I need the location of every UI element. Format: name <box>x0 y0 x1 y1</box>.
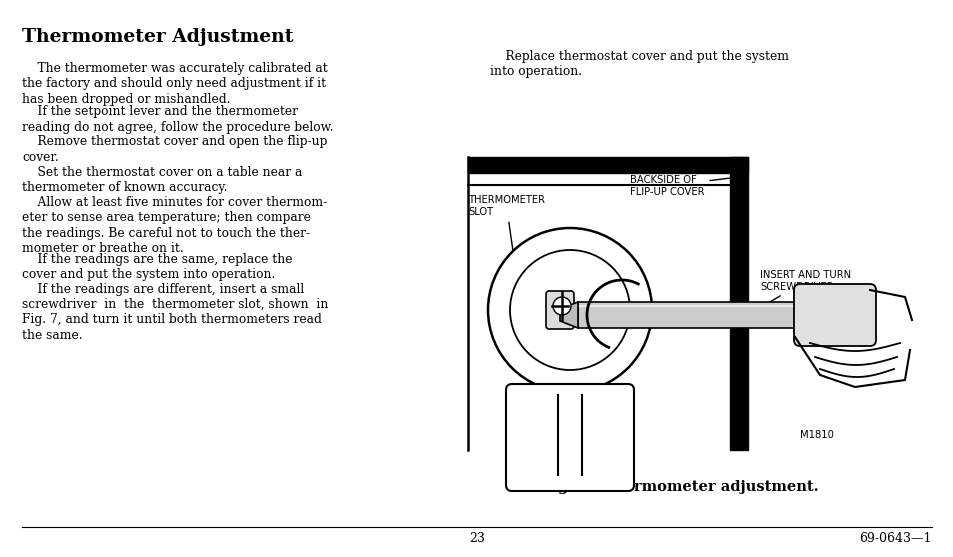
Text: Allow at least five minutes for cover thermom-
eter to sense area temperature; t: Allow at least five minutes for cover th… <box>22 196 327 255</box>
Text: Fig. 7—Thermometer adjustment.: Fig. 7—Thermometer adjustment. <box>541 480 818 494</box>
Polygon shape <box>559 302 578 328</box>
Text: Remove thermostat cover and open the flip-up
cover.: Remove thermostat cover and open the fli… <box>22 135 327 164</box>
Circle shape <box>510 250 629 370</box>
Text: BACKSIDE OF
FLIP-UP COVER: BACKSIDE OF FLIP-UP COVER <box>629 175 734 197</box>
Circle shape <box>488 228 651 392</box>
Bar <box>729 157 747 450</box>
FancyBboxPatch shape <box>545 291 574 329</box>
Text: 23: 23 <box>469 532 484 545</box>
Text: The thermometer was accurately calibrated at
the factory and should only need ad: The thermometer was accurately calibrate… <box>22 62 328 106</box>
Text: If the readings are different, insert a small
screwdriver  in  the  thermometer : If the readings are different, insert a … <box>22 282 328 342</box>
Text: Replace thermostat cover and put the system
into operation.: Replace thermostat cover and put the sys… <box>490 50 788 79</box>
Text: M1810: M1810 <box>800 430 833 440</box>
Text: If the setpoint lever and the thermometer
reading do not agree, follow the proce: If the setpoint lever and the thermomete… <box>22 105 334 134</box>
Text: THERMOMETER
SLOT: THERMOMETER SLOT <box>468 195 544 261</box>
Text: 69-0643—1: 69-0643—1 <box>859 532 931 545</box>
FancyBboxPatch shape <box>793 284 875 346</box>
Bar <box>578 302 869 328</box>
Circle shape <box>553 297 571 315</box>
Text: If the readings are the same, replace the
cover and put the system into operatio: If the readings are the same, replace th… <box>22 252 293 281</box>
Text: INSERT AND TURN
SCREWDRIVER: INSERT AND TURN SCREWDRIVER <box>751 270 850 313</box>
Text: Set the thermostat cover on a table near a
thermometer of known accuracy.: Set the thermostat cover on a table near… <box>22 165 302 194</box>
FancyBboxPatch shape <box>505 384 634 491</box>
Text: Thermometer Adjustment: Thermometer Adjustment <box>22 28 294 46</box>
Bar <box>468 157 747 173</box>
